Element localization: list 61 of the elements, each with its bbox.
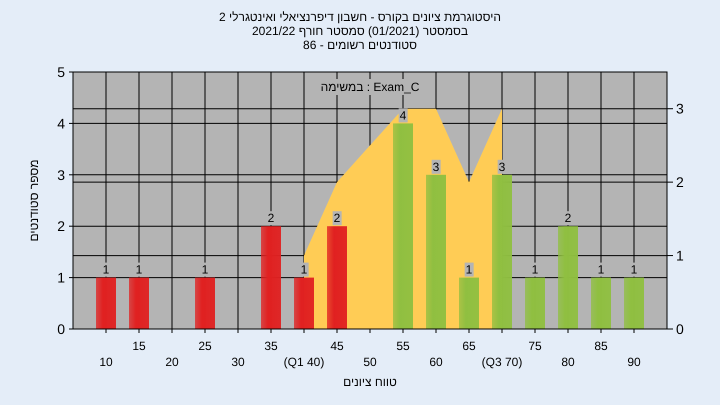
text: סטודנטים רשומים - 86 [303, 38, 418, 52]
x-tick-label: (Q3 70) [482, 355, 522, 369]
bar [129, 278, 149, 329]
y-tick-label: 0 [57, 321, 66, 337]
x-tick-label: 15 [132, 339, 146, 353]
y-tick-label: 4 [57, 115, 66, 132]
data-label: 1 [300, 262, 308, 277]
x-tick-label: 25 [198, 339, 212, 353]
x-tick-label: 55 [396, 339, 410, 353]
data-label: 1 [630, 262, 638, 277]
x-tick-label: 35 [264, 339, 278, 353]
data-label: 2 [564, 211, 572, 226]
annotation: במשימה : Exam_C [320, 80, 420, 94]
data-label: 1 [532, 262, 539, 277]
x-tick-label: 65 [462, 339, 476, 353]
x-tick-label: 30 [231, 355, 245, 369]
bar [294, 278, 314, 329]
chart-subtitle: בסמסטר (01/2021) סמסטר חורף 2021/22 [252, 24, 468, 38]
y2-tick-label: 2 [676, 174, 684, 190]
bar [492, 174, 512, 329]
data-label: 3 [498, 160, 506, 174]
y2-tick-label: 0 [676, 321, 684, 337]
bar [558, 226, 578, 329]
x-axis-title: טווח ציונים [343, 375, 398, 389]
data-label: 1 [202, 262, 209, 277]
bar [591, 278, 611, 329]
x-tick-label: 90 [627, 355, 641, 369]
y-axis-title: מספר סטודנטים [27, 159, 41, 242]
bar [96, 278, 116, 329]
x-tick-label: 80 [561, 355, 575, 369]
x-tick-label: 10 [99, 355, 113, 369]
y2-tick-label: 3 [676, 100, 684, 117]
bar [525, 278, 545, 329]
data-label: 3 [432, 160, 440, 174]
y-tick-label: 1 [57, 270, 66, 286]
x-tick-label: 45 [330, 339, 344, 353]
x-tick-label: (Q1 40) [284, 355, 324, 369]
x-tick-label: 75 [528, 339, 542, 353]
data-label: 4 [400, 108, 407, 122]
bar [261, 226, 281, 329]
chart-title: היסטוגרמת ציונים בקורס - חשבון דיפרנציאלי ואינטגרלי 2 [219, 10, 501, 24]
y-tick-label: 2 [57, 218, 66, 234]
data-label: 1 [102, 262, 110, 277]
bar [195, 278, 215, 329]
data-label: 2 [268, 211, 275, 226]
x-tick-label: 50 [363, 355, 377, 369]
x-tick-label: 20 [165, 355, 179, 369]
bar [393, 123, 413, 329]
x-tick-label: 85 [594, 339, 608, 353]
y-tick-label: 3 [57, 166, 66, 183]
bar [327, 226, 347, 329]
data-label: 1 [598, 262, 605, 277]
x-tick-label: 60 [429, 355, 443, 369]
y-tick-label: 5 [57, 64, 66, 80]
bar [459, 278, 479, 329]
bar [426, 174, 446, 329]
data-label: 1 [136, 262, 143, 277]
data-label: 2 [334, 211, 341, 226]
y2-tick-label: 1 [676, 248, 684, 264]
bar [624, 278, 644, 329]
data-label: 1 [466, 262, 473, 277]
